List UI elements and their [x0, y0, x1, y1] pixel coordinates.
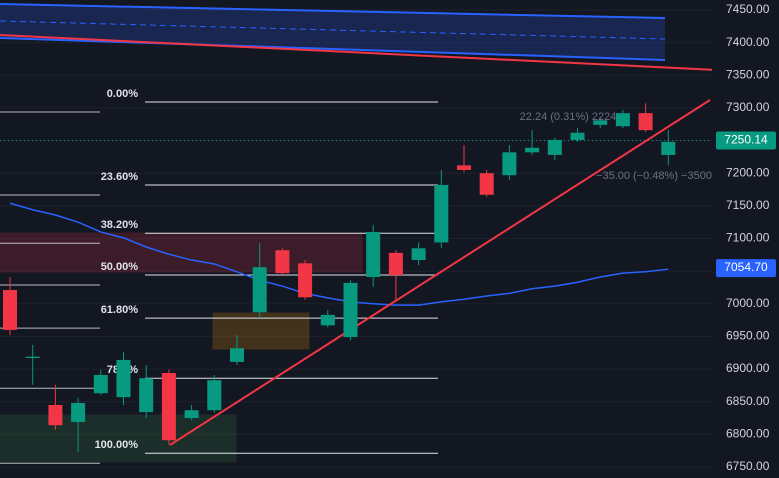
- y-tick-label: 7000.00: [726, 296, 770, 310]
- y-tick-label: 7100.00: [726, 231, 770, 245]
- candle-body: [48, 404, 63, 426]
- candle-body: [411, 248, 426, 261]
- candle-body: [207, 380, 222, 411]
- fib-label: 50.00%: [101, 261, 139, 273]
- y-tick-label: 6950.00: [726, 329, 770, 343]
- fib-label: 61.80%: [101, 304, 139, 316]
- candle-body: [161, 372, 176, 441]
- channel-top: [0, 3, 666, 19]
- axis-group: 6750.00 6800.00 6850.00 6900.00 6950.00 7000.…: [716, 2, 776, 473]
- last-price-label: 7250.14: [724, 133, 768, 147]
- candle-body: [93, 374, 108, 394]
- candle-body: [547, 139, 562, 155]
- y-tick-label: 7350.00: [726, 67, 770, 81]
- ma-price-label: 7054.70: [724, 260, 768, 274]
- fib-group: 0.00%23.60%38.20%50.00%61.80%78.6%100.00…: [0, 88, 438, 464]
- candle-body: [502, 152, 517, 176]
- y-tick-label: 6900.00: [726, 361, 770, 375]
- annotation: 22.24 (0.31%) 2224: [520, 111, 617, 123]
- ma-line: [9, 202, 669, 306]
- candle-body: [320, 314, 335, 326]
- candle-body: [139, 378, 154, 413]
- candle-body: [661, 141, 676, 155]
- y-tick-label: 7150.00: [726, 198, 770, 212]
- channel-zone: [0, 4, 665, 60]
- candle-body: [366, 231, 381, 278]
- y-tick-label: 7200.00: [726, 165, 770, 179]
- candles: [3, 103, 676, 452]
- candle-body: [593, 120, 608, 125]
- annotation: −35.00 (−0.48%) −3500: [596, 170, 712, 182]
- y-tick-label: 7450.00: [726, 2, 770, 16]
- resistance-line: [0, 34, 779, 74]
- y-tick-label: 7400.00: [726, 35, 770, 49]
- price-axis: [712, 0, 779, 478]
- candle-body: [25, 356, 40, 358]
- channel-bottom: [0, 37, 666, 61]
- candle-body: [434, 184, 449, 243]
- last-price-box: [716, 131, 776, 150]
- ma-group: [9, 202, 669, 306]
- candle-body: [479, 173, 494, 195]
- candle-body: [298, 263, 313, 298]
- y-tick-label: 6850.00: [726, 394, 770, 408]
- fib-label: 38.20%: [101, 219, 139, 231]
- grid: [0, 9, 712, 468]
- range-box: [212, 312, 310, 350]
- candle-body: [615, 113, 630, 127]
- candle-body: [275, 250, 290, 274]
- candle-body: [638, 113, 653, 131]
- fib-label: 23.60%: [101, 171, 139, 183]
- candle-body: [388, 252, 403, 276]
- candle-body: [3, 290, 17, 330]
- candle-body: [184, 410, 199, 419]
- y-tick-label: 6750.00: [726, 459, 770, 473]
- fib-label: 100.00%: [95, 439, 139, 451]
- candle-body: [252, 267, 267, 313]
- candle-body: [343, 282, 358, 338]
- ma-price-box: [716, 259, 776, 278]
- channel-mid: [0, 20, 666, 40]
- candle-body: [71, 403, 86, 422]
- candle-body: [570, 132, 585, 140]
- candle-body: [116, 359, 131, 398]
- y-tick-label: 7300.00: [726, 100, 770, 114]
- demand-zone: [0, 414, 237, 463]
- candle-body: [525, 147, 540, 153]
- candle-body: [457, 165, 471, 170]
- fib-label: 0.00%: [107, 88, 138, 100]
- candle-body: [230, 348, 244, 362]
- trend-line: [169, 99, 711, 446]
- y-tick-label: 6800.00: [726, 427, 770, 441]
